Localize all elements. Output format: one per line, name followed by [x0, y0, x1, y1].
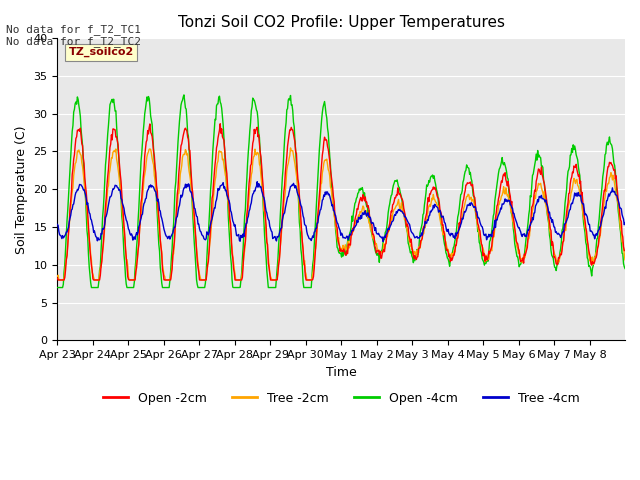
- Text: No data for f_T2_TC1
No data for f_T2_TC2: No data for f_T2_TC1 No data for f_T2_TC…: [6, 24, 141, 48]
- Text: TZ_soilco2: TZ_soilco2: [68, 47, 134, 58]
- Y-axis label: Soil Temperature (C): Soil Temperature (C): [15, 125, 28, 253]
- X-axis label: Time: Time: [326, 366, 356, 379]
- Legend: Open -2cm, Tree -2cm, Open -4cm, Tree -4cm: Open -2cm, Tree -2cm, Open -4cm, Tree -4…: [98, 387, 584, 410]
- Title: Tonzi Soil CO2 Profile: Upper Temperatures: Tonzi Soil CO2 Profile: Upper Temperatur…: [178, 15, 505, 30]
